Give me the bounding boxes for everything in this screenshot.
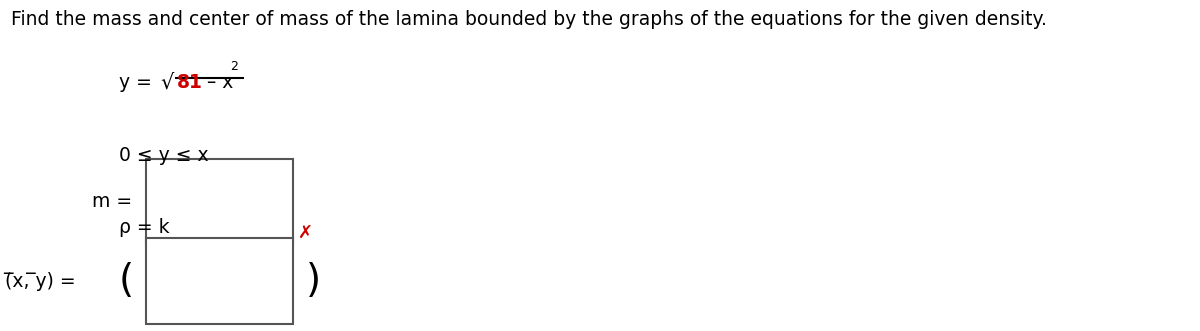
Text: m =: m = xyxy=(92,192,132,212)
Text: (: ( xyxy=(119,262,133,300)
Text: Find the mass and center of mass of the lamina bounded by the graphs of the equa: Find the mass and center of mass of the … xyxy=(11,10,1046,29)
Text: 81: 81 xyxy=(176,73,203,92)
Text: y =: y = xyxy=(119,73,158,92)
FancyBboxPatch shape xyxy=(146,238,293,324)
Text: ): ) xyxy=(306,262,322,300)
Text: – x: – x xyxy=(200,73,233,92)
Text: 2: 2 xyxy=(230,60,238,72)
Text: √: √ xyxy=(161,73,174,93)
Text: 0 ≤ y ≤ x: 0 ≤ y ≤ x xyxy=(119,146,209,165)
Text: (̅x, ̅y) =: (̅x, ̅y) = xyxy=(6,272,76,291)
Text: ✗: ✗ xyxy=(299,224,313,242)
FancyBboxPatch shape xyxy=(146,159,293,245)
Text: ρ = k: ρ = k xyxy=(119,218,170,237)
